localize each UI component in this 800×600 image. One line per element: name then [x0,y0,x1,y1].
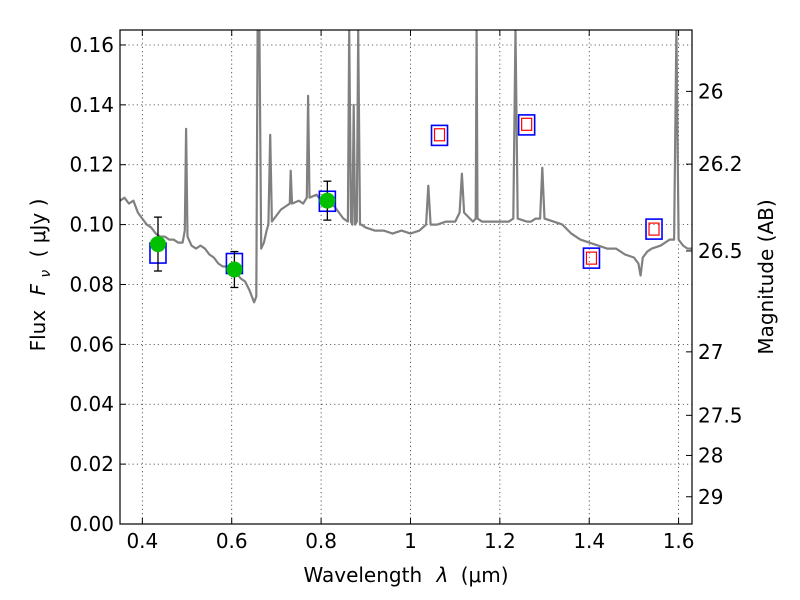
x-axis-label: Wavelength λ (μm) [303,563,508,587]
y2-axis-label: Magnitude (AB) [754,199,778,354]
x-tick-label: 0.6 [216,529,248,553]
x-tick-label: 0.8 [305,529,337,553]
plot-area [120,30,692,304]
spectrum-line [120,30,692,304]
grid-lines [120,30,692,525]
model-band-marker [582,247,601,269]
y2-tick-label: 26.2 [698,152,743,176]
prediction-marker [433,128,446,142]
y2-tick-labels: 26 26.2 26.5 27 27.5 28 29 [698,79,743,508]
y-axis-label: Flux F ν ( μJy ) [26,199,55,352]
y2-tick-label: 26.5 [698,239,743,263]
y-tick-label: 0.04 [69,392,114,416]
plot-content [120,30,692,304]
y2-tick-label: 26 [698,79,723,103]
prediction-marker [648,222,660,236]
x-tick-label: 1.4 [573,529,605,553]
y-tick-label: 0.16 [69,33,114,57]
x-tick-label: 1 [404,529,417,553]
x-tick-labels: 0.4 0.6 0.8 1 1.2 1.4 1.6 [126,529,694,553]
y2-tick-label: 28 [698,443,723,467]
x-tick-label: 1.2 [484,529,516,553]
observed-point [319,192,336,209]
y2-tick-label: 27.5 [698,403,743,427]
plot-frame [119,29,693,525]
prediction-marker [585,251,598,265]
y-tick-label: 0.12 [69,153,114,177]
model-band-marker [430,124,449,147]
x-tick-label: 1.6 [663,529,695,553]
model-band-marker [645,218,663,240]
prediction-marker [521,117,533,131]
model-band-marker [517,114,536,136]
y-tick-label: 0.00 [69,512,114,536]
x-tick-label: 0.4 [126,529,158,553]
y-tick-labels: 0.00 0.02 0.04 0.06 0.08 0.10 0.12 0.14 0.16 [69,33,114,536]
y-tick-label: 0.02 [69,452,114,476]
observed-point [149,236,166,253]
y-tick-label: 0.06 [69,332,114,356]
y2-tick-label: 27 [698,340,723,364]
y-tick-label: 0.14 [69,93,114,117]
y-tick-label: 0.08 [69,272,114,296]
axis-ticks [120,30,692,525]
y2-tick-label: 29 [698,485,723,509]
y-tick-label: 0.10 [69,213,114,237]
observed-point [226,261,243,278]
